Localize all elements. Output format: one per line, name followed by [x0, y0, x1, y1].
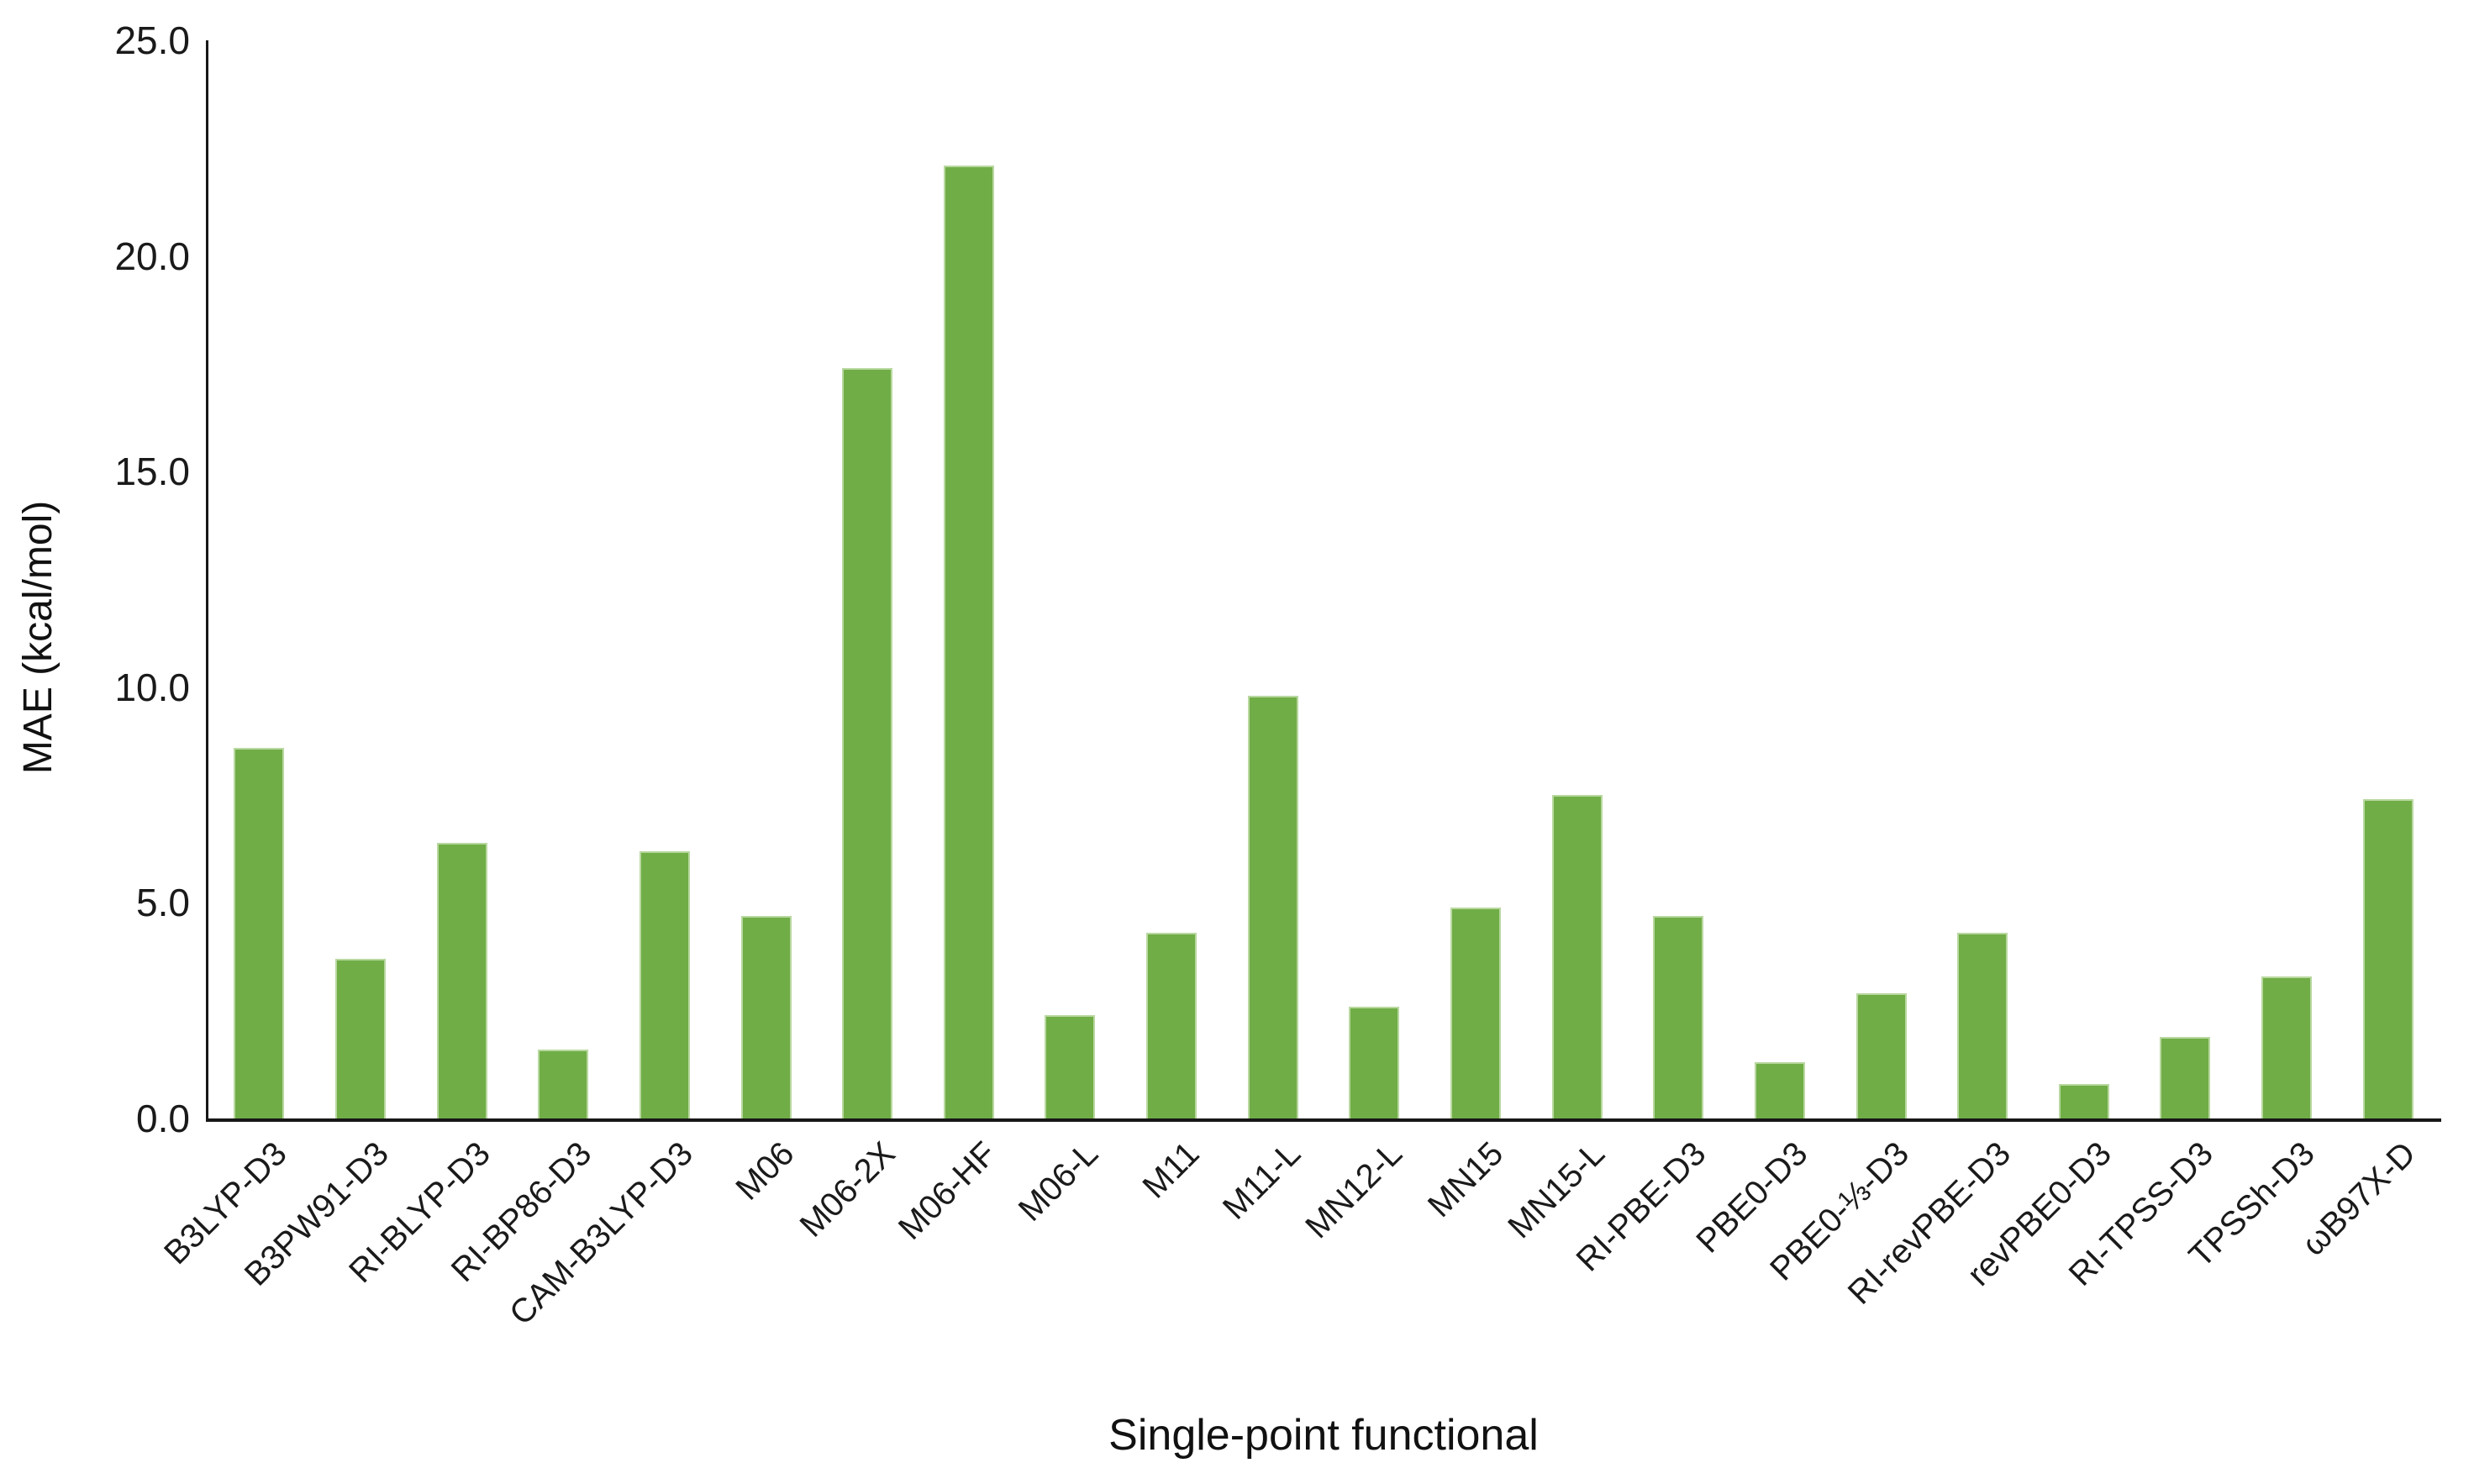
bar: [740, 915, 792, 1118]
x-axis-title: Single-point functional: [1108, 1411, 1539, 1460]
bar: [842, 368, 893, 1118]
y-tick-label: 5.0: [136, 881, 190, 925]
bar: [1450, 907, 1501, 1118]
x-tick-label: M06-HF: [892, 1134, 1004, 1247]
y-tick-label: 15.0: [114, 450, 190, 494]
bar: [234, 747, 285, 1118]
bar: [334, 959, 386, 1118]
bar: [1957, 933, 2008, 1118]
bar: [1045, 1014, 1096, 1118]
bar: [2362, 799, 2413, 1118]
bar: [1551, 795, 1603, 1118]
y-axis-title: MAE (kcal/mol): [3, 40, 74, 1234]
x-tick-label: M06: [729, 1134, 802, 1208]
bar: [1247, 696, 1298, 1118]
y-tick-label: 0.0: [136, 1097, 190, 1140]
bar: [1349, 1006, 1400, 1118]
bar: [943, 165, 994, 1118]
x-tick-label: M11: [1135, 1134, 1207, 1206]
bar: [2160, 1036, 2211, 1118]
y-tick-label: 10.0: [114, 665, 190, 709]
bar: [436, 842, 487, 1118]
x-tick-label: CAM-B3LYP-D3: [502, 1134, 700, 1333]
x-tick-label: MN12-L: [1298, 1134, 1410, 1246]
bar: [2058, 1083, 2109, 1118]
bar: [1754, 1062, 1805, 1118]
x-tick-label: M11-L: [1216, 1134, 1308, 1227]
bar: [538, 1049, 589, 1118]
y-tick-label: 25.0: [114, 18, 190, 62]
x-tick-label: MN15: [1421, 1134, 1511, 1225]
bar: [1146, 933, 1198, 1118]
bar: [1856, 993, 1907, 1118]
x-tick-label: M06-L: [1011, 1134, 1106, 1229]
bar: [1653, 915, 1704, 1118]
y-tick-label: 20.0: [114, 234, 190, 278]
x-tick-label: M06-2X: [792, 1134, 903, 1245]
bar: [639, 850, 690, 1118]
y-axis-title-text: MAE (kcal/mol): [16, 500, 61, 774]
bar: [2261, 976, 2313, 1118]
plot-area: [206, 40, 2441, 1122]
